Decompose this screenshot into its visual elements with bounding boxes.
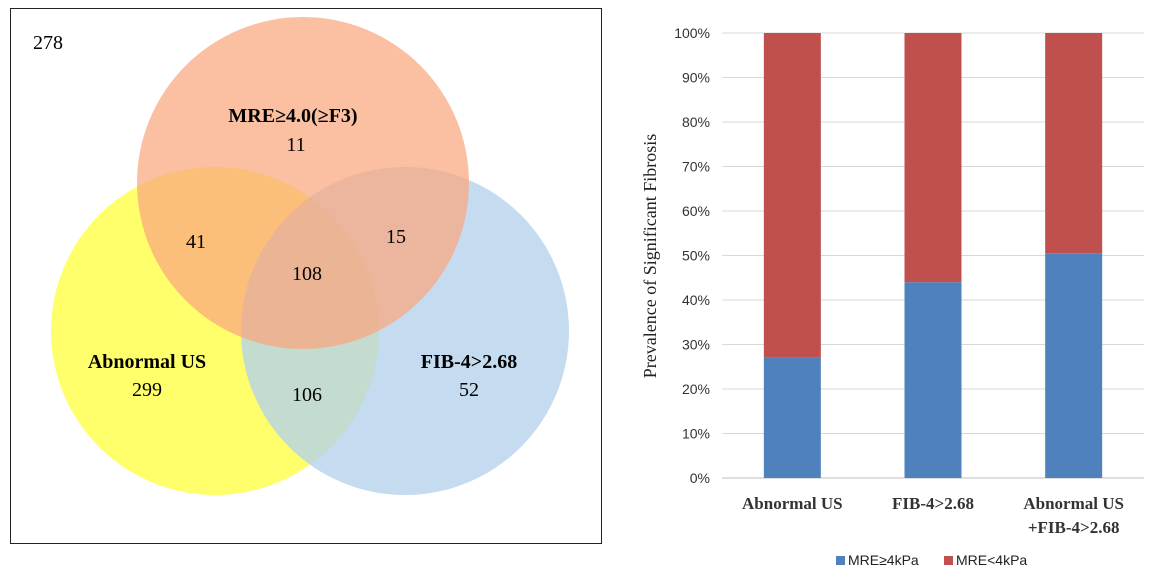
y-axis-label: Prevalence of Significant Fibrosis	[640, 134, 660, 378]
venn-count-us-fib: 106	[292, 384, 322, 406]
bar-segment	[1045, 33, 1103, 254]
x-category-label: Abnormal US	[1023, 494, 1124, 513]
venn-count-mre-only: 11	[286, 134, 305, 156]
y-axis-ticks: 0% 10% 20% 30% 40% 50% 60% 70% 80% 90% 100%	[674, 25, 710, 486]
bar-segment	[904, 33, 962, 283]
venn-outside-count: 278	[33, 32, 63, 54]
bar-segment	[904, 282, 962, 478]
venn-count-mre-us: 41	[186, 231, 206, 253]
legend-label: MRE≥4kPa	[848, 552, 919, 568]
y-tick-label: 80%	[682, 114, 710, 130]
venn-count-us-only: 299	[132, 379, 162, 401]
venn-circle-mre	[137, 17, 469, 349]
venn-label-fib4: FIB-4>2.68	[421, 351, 517, 373]
y-tick-label: 70%	[682, 159, 710, 175]
venn-diagram: 278 MRE≥4.0(≥F3) 11 41 15 108 Abnormal U…	[33, 17, 569, 495]
bar-segment	[763, 33, 821, 358]
y-tick-label: 20%	[682, 381, 710, 397]
legend-swatch	[836, 556, 845, 565]
y-tick-label: 60%	[682, 203, 710, 219]
y-tick-label: 100%	[674, 25, 710, 41]
venn-diagram-panel: 278 MRE≥4.0(≥F3) 11 41 15 108 Abnormal U…	[10, 8, 602, 544]
y-tick-label: 0%	[690, 470, 710, 486]
x-category-label: FIB-4>2.68	[892, 494, 974, 513]
y-tick-label: 10%	[682, 426, 710, 442]
x-category-label: +FIB-4>2.68	[1028, 518, 1120, 537]
x-category-label: Abnormal US	[742, 494, 843, 513]
venn-count-fib-only: 52	[459, 379, 479, 401]
venn-label-mre: MRE≥4.0(≥F3)	[228, 105, 357, 127]
stacked-bar-chart: 0% 10% 20% 30% 40% 50% 60% 70% 80% 90% 100% Abnorm…	[640, 25, 1144, 568]
legend-label: MRE<4kPa	[956, 552, 1027, 568]
venn-label-abnormal-us: Abnormal US	[88, 351, 206, 373]
chart-bars	[763, 33, 1103, 478]
chart-legend: MRE≥4kPa MRE<4kPa	[836, 552, 1027, 568]
y-tick-label: 30%	[682, 337, 710, 353]
y-tick-label: 50%	[682, 248, 710, 264]
bar-segment	[1045, 253, 1103, 478]
bar-segment	[763, 357, 821, 478]
legend-swatch	[944, 556, 953, 565]
y-tick-label: 40%	[682, 292, 710, 308]
venn-count-all-three: 108	[292, 263, 322, 285]
venn-count-mre-fib: 15	[386, 226, 406, 248]
y-tick-label: 90%	[682, 70, 710, 86]
x-axis-categories: Abnormal US FIB-4>2.68 Abnormal US +FIB-4>2…	[742, 494, 1124, 537]
